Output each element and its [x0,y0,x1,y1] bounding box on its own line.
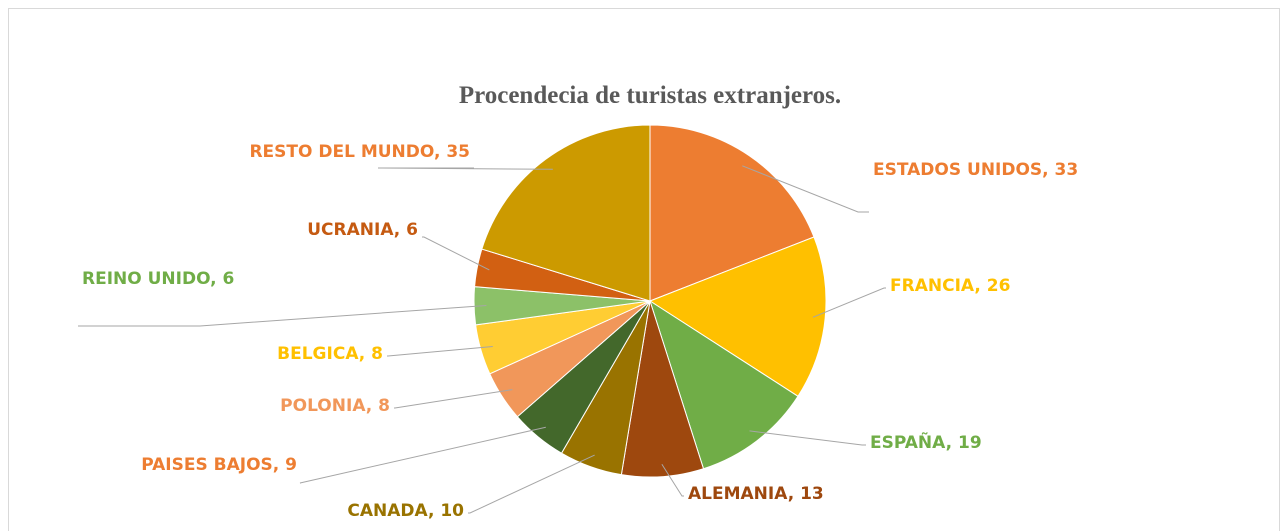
leader-line [422,236,490,271]
leader-line [812,287,886,318]
leader-line [78,304,487,327]
leader-line [299,426,546,484]
pie-slice [649,124,815,302]
pie-slice [481,124,651,302]
pie-slice [649,299,799,470]
leader-line [377,167,553,170]
leader-line [394,389,513,409]
data-label: REINO UNIDO, 6 [82,269,234,289]
data-label: RESTO DEL MUNDO, 35 [249,142,470,162]
leader-line [387,345,493,357]
data-label: ESPAÑA, 19 [870,430,982,453]
leader-line [749,430,866,446]
data-label: FRANCIA, 26 [890,276,1010,296]
data-label: ALEMANIA, 13 [688,484,824,504]
data-label: UCRANIA, 6 [307,220,418,240]
leader-line [742,165,869,213]
leader-line [468,454,595,514]
leader-line [661,463,684,497]
data-label: POLONIA, 8 [280,396,390,416]
data-label: PAISES BAJOS, 9 [141,455,297,475]
data-label: CANADA, 10 [347,501,464,521]
data-label: BELGICA, 8 [277,344,383,364]
pie-slice [648,236,827,397]
data-label: ESTADOS UNIDOS, 33 [873,160,1078,180]
chart-title: Procendecia de turistas extranjeros. [459,82,841,109]
